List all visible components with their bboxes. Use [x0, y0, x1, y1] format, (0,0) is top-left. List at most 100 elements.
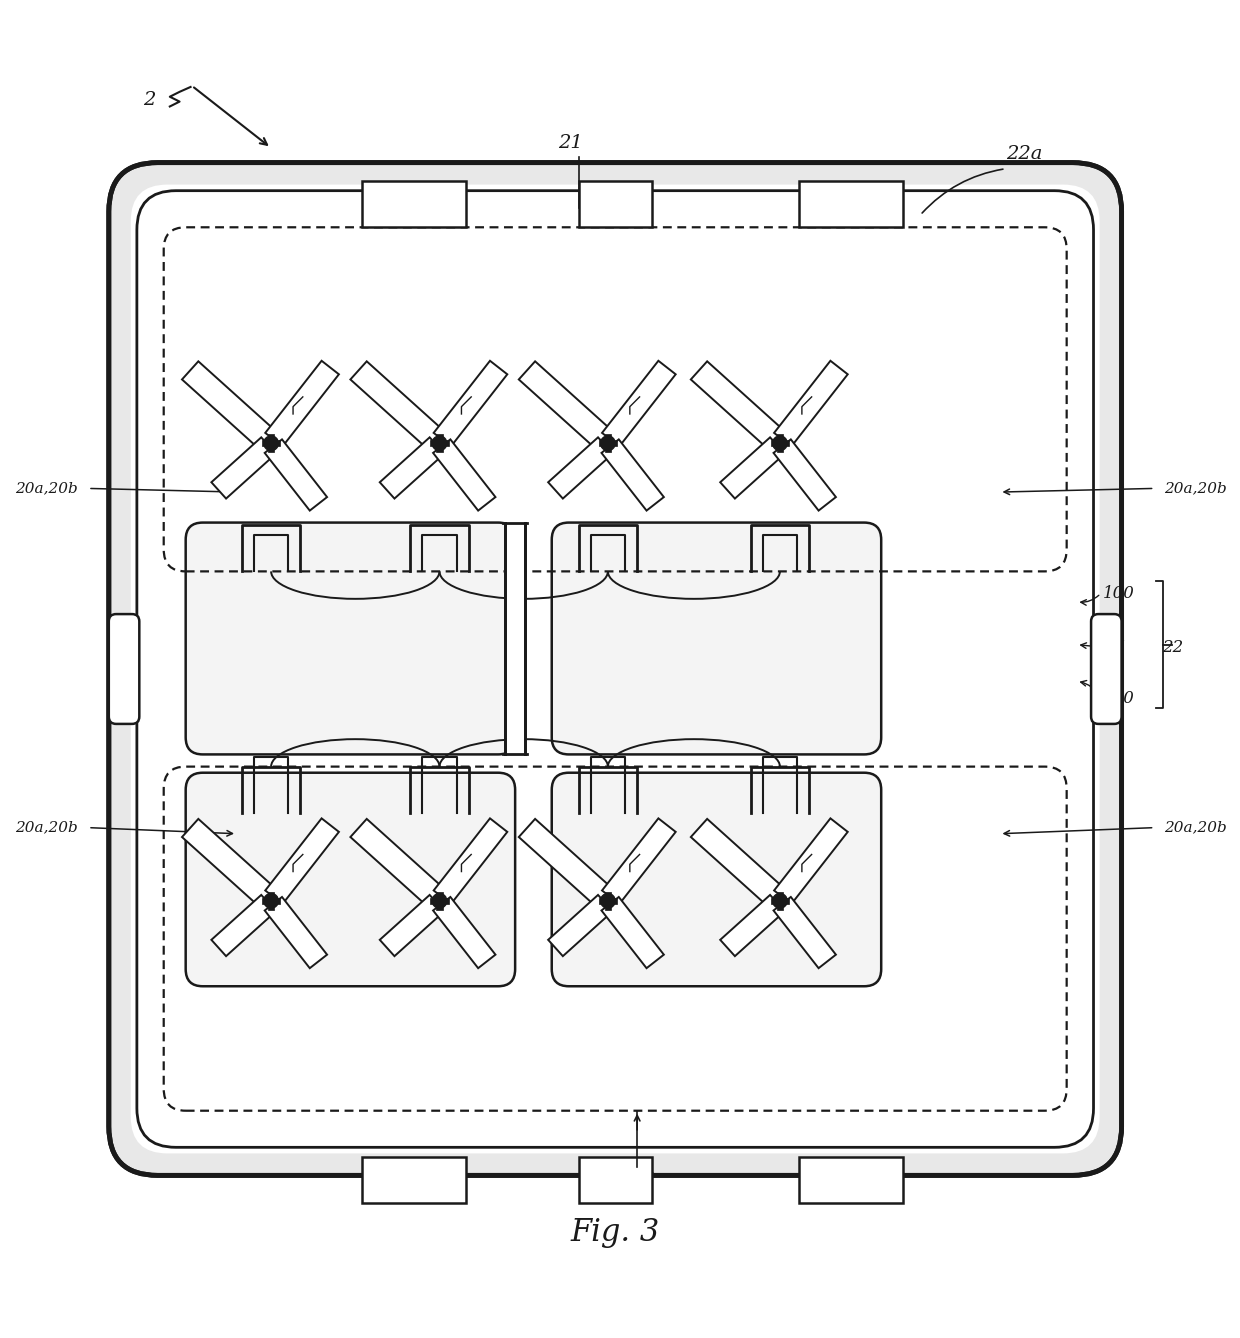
Bar — [777, 447, 782, 452]
Bar — [782, 440, 789, 447]
Circle shape — [264, 436, 279, 451]
Polygon shape — [182, 361, 275, 448]
Bar — [436, 891, 443, 898]
Text: 10: 10 — [305, 384, 326, 400]
Circle shape — [773, 894, 787, 909]
FancyBboxPatch shape — [552, 523, 882, 755]
Polygon shape — [211, 438, 277, 499]
Text: 2: 2 — [143, 91, 155, 110]
Text: 20a,20b: 20a,20b — [1164, 482, 1228, 495]
Bar — [274, 898, 280, 904]
Bar — [268, 447, 274, 452]
Polygon shape — [548, 438, 613, 499]
Bar — [777, 904, 782, 910]
Polygon shape — [774, 361, 848, 447]
Bar — [579, 1157, 652, 1203]
Bar — [262, 440, 268, 447]
Polygon shape — [264, 896, 327, 969]
Bar — [771, 898, 777, 904]
Bar — [436, 447, 443, 452]
Text: 10: 10 — [642, 842, 663, 858]
Bar — [599, 898, 605, 904]
Bar — [605, 891, 611, 898]
Polygon shape — [603, 819, 676, 904]
Polygon shape — [774, 819, 848, 904]
Bar — [777, 434, 782, 440]
Text: 10: 10 — [642, 384, 663, 400]
Bar — [443, 440, 449, 447]
FancyBboxPatch shape — [186, 523, 515, 755]
Bar — [771, 440, 777, 447]
Polygon shape — [265, 361, 339, 447]
Text: 100: 100 — [1104, 585, 1135, 602]
Bar — [579, 181, 652, 227]
Polygon shape — [601, 896, 663, 969]
Text: 22: 22 — [1162, 638, 1183, 656]
Bar — [274, 440, 280, 447]
FancyBboxPatch shape — [1091, 614, 1122, 724]
Bar — [605, 904, 611, 910]
Bar — [436, 904, 443, 910]
Text: 10: 10 — [474, 842, 495, 858]
Text: 22b: 22b — [619, 1167, 656, 1185]
Polygon shape — [601, 439, 663, 511]
Bar — [268, 904, 274, 910]
Polygon shape — [548, 895, 613, 957]
FancyBboxPatch shape — [109, 614, 139, 724]
Polygon shape — [264, 439, 327, 511]
Text: 10: 10 — [815, 384, 836, 400]
Polygon shape — [433, 439, 496, 511]
FancyBboxPatch shape — [552, 773, 882, 986]
Bar — [268, 434, 274, 440]
Polygon shape — [433, 896, 496, 969]
Text: 10: 10 — [815, 842, 836, 858]
Polygon shape — [182, 819, 275, 906]
Polygon shape — [518, 819, 613, 906]
Text: 20a,20b: 20a,20b — [1164, 820, 1228, 835]
Bar — [599, 440, 605, 447]
Circle shape — [264, 894, 279, 909]
Circle shape — [600, 436, 615, 451]
Polygon shape — [351, 361, 444, 448]
Polygon shape — [691, 819, 784, 906]
Circle shape — [773, 436, 787, 451]
Bar — [362, 181, 466, 227]
Bar — [605, 434, 611, 440]
Bar — [799, 181, 903, 227]
Bar — [362, 1157, 466, 1203]
Bar — [777, 891, 782, 898]
Polygon shape — [720, 438, 785, 499]
Bar — [436, 434, 443, 440]
FancyBboxPatch shape — [186, 773, 515, 986]
Polygon shape — [603, 361, 676, 447]
FancyBboxPatch shape — [130, 185, 1100, 1153]
FancyBboxPatch shape — [109, 163, 1122, 1175]
Polygon shape — [518, 361, 613, 448]
Text: 20a,20b: 20a,20b — [16, 820, 78, 835]
Bar — [430, 440, 436, 447]
Polygon shape — [434, 819, 507, 904]
Polygon shape — [691, 361, 784, 448]
Text: 27: 27 — [1104, 638, 1125, 656]
Polygon shape — [720, 895, 785, 957]
Polygon shape — [211, 895, 277, 957]
Polygon shape — [351, 819, 444, 906]
Text: 21: 21 — [558, 134, 583, 151]
Circle shape — [433, 436, 446, 451]
Polygon shape — [774, 439, 836, 511]
Bar — [611, 898, 618, 904]
Bar — [611, 440, 618, 447]
Text: 10: 10 — [305, 842, 326, 858]
Text: 22a: 22a — [1006, 145, 1042, 163]
Text: Fig. 3: Fig. 3 — [570, 1218, 660, 1248]
Polygon shape — [379, 895, 444, 957]
Bar — [430, 898, 436, 904]
Bar — [605, 447, 611, 452]
Bar — [799, 1157, 903, 1203]
Circle shape — [433, 894, 446, 909]
Circle shape — [600, 894, 615, 909]
Polygon shape — [774, 896, 836, 969]
Bar — [268, 891, 274, 898]
Text: 20a,20b: 20a,20b — [16, 482, 78, 495]
Polygon shape — [434, 361, 507, 447]
